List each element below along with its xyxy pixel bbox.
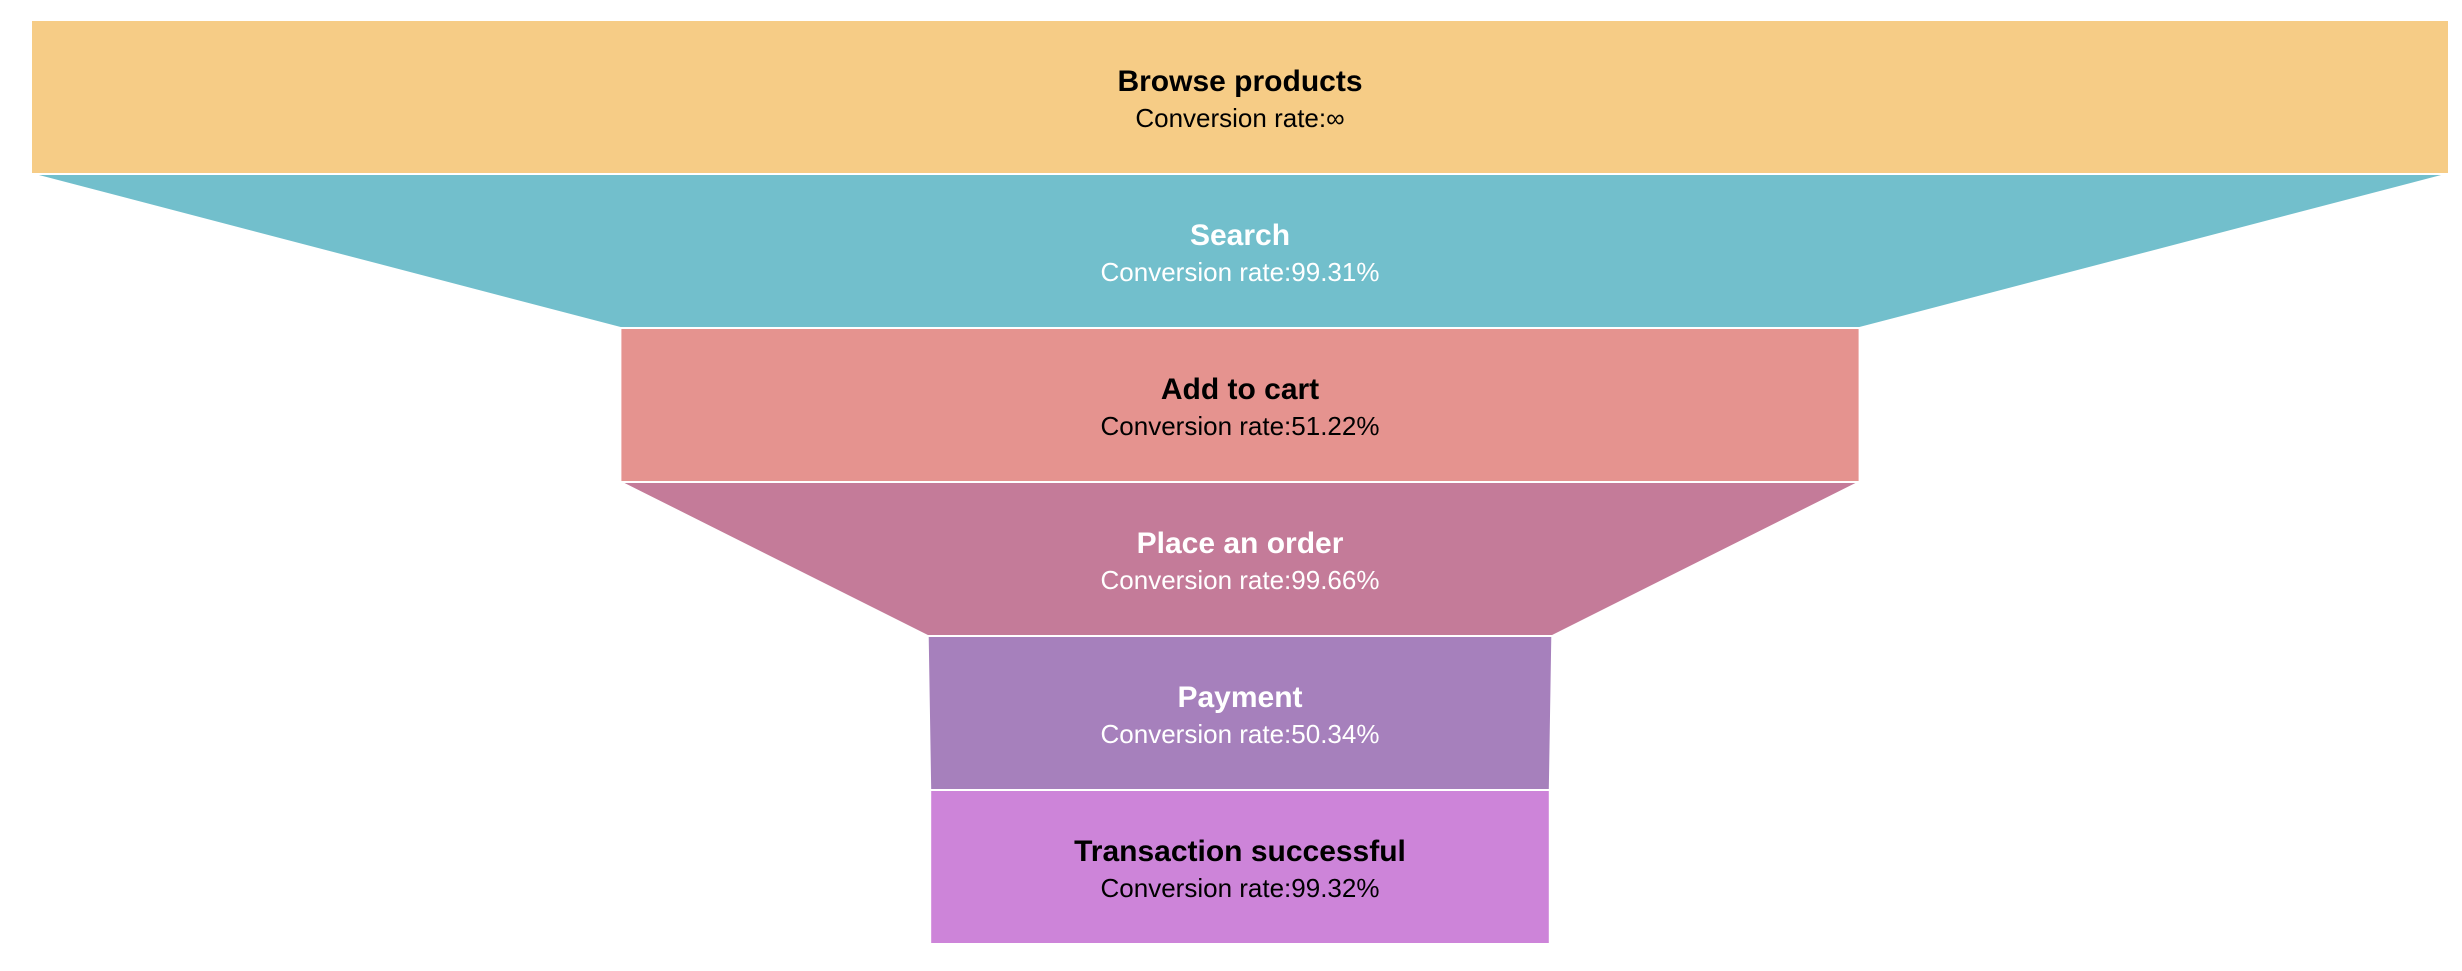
funnel-segment-transaction-successful [929, 789, 1551, 945]
stage-rate-transaction-successful: Conversion rate:99.32% [1101, 873, 1380, 903]
stage-rate-add-to-cart: Conversion rate:51.22% [1101, 411, 1380, 441]
funnel-labels: Browse products Conversion rate:∞ Search Co… [1074, 65, 1406, 903]
stage-rate-search: Conversion rate:99.31% [1101, 257, 1380, 287]
stage-rate-browse-products: Conversion rate:∞ [1135, 103, 1344, 133]
stage-name-transaction-successful: Transaction successful [1074, 835, 1406, 868]
stage-name-browse-products: Browse products [1117, 65, 1362, 98]
stage-name-place-an-order: Place an order [1137, 527, 1344, 560]
funnel-segments [30, 19, 2450, 945]
stage-rate-place-an-order: Conversion rate:99.66% [1101, 565, 1380, 595]
stage-name-add-to-cart: Add to cart [1161, 373, 1319, 406]
stage-name-payment: Payment [1177, 681, 1302, 714]
stage-rate-payment: Conversion rate:50.34% [1101, 719, 1380, 749]
stage-name-search: Search [1190, 219, 1290, 252]
